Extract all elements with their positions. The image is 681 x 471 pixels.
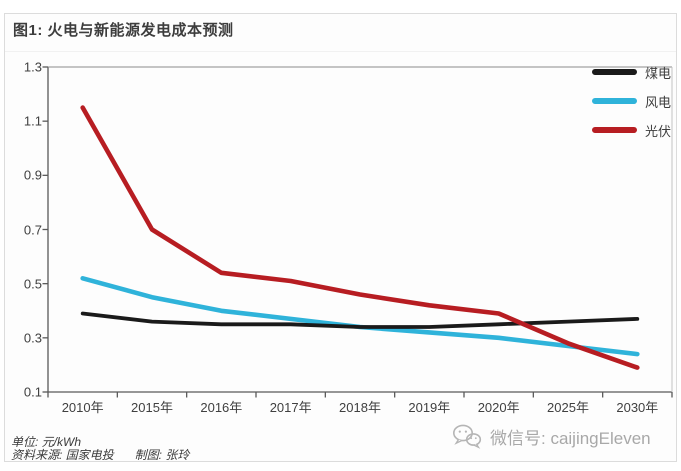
legend-swatch-wind-power (592, 98, 637, 104)
legend-item-solar-pv: 光伏 (592, 122, 672, 139)
series-line-wind-power (80, 275, 640, 357)
x-tick-label: 2015年 (131, 400, 173, 415)
series-line-coal-power (80, 311, 640, 329)
y-tick-label: 1.1 (23, 113, 42, 129)
legend-item-wind-power: 风电 (592, 93, 672, 110)
series-line-solar-pv (80, 105, 640, 370)
wechat-icon (453, 424, 482, 449)
x-tick-label: 2010年 (61, 400, 104, 415)
legend-label: 煤电 (645, 65, 672, 81)
x-tick-label: 2016年 (200, 400, 243, 415)
y-tick-label: 0.3 (23, 330, 42, 346)
x-tick-label: 2030年 (616, 400, 659, 415)
y-tick-label: 0.9 (23, 167, 42, 183)
x-tick-label: 2020年 (477, 400, 520, 415)
y-tick-label: 0.5 (23, 276, 42, 292)
x-tick-label: 2017年 (269, 400, 312, 415)
chart-title: 图1: 火电与新能源发电成本预测 (13, 22, 234, 39)
chart-legend: 煤电 风电 光伏 (592, 64, 672, 139)
x-tick-label: 2019年 (408, 400, 451, 415)
legend-swatch-solar-pv (592, 127, 637, 133)
chart-card (4, 13, 677, 462)
wechat-id-label: 微信号: caijingEleven (490, 429, 651, 448)
wechat-watermark: 微信号: caijingEleven (452, 423, 651, 450)
x-tick-label: 2018年 (339, 400, 381, 415)
legend-swatch-coal-power (592, 69, 637, 75)
y-tick-label: 0.7 (23, 222, 42, 237)
legend-label: 光伏 (645, 123, 672, 139)
credit-label: 制图: 张玲 (134, 448, 190, 462)
source-line: 资料来源: 国家电投 制图: 张玲 (11, 449, 189, 462)
x-tick-label: 2025年 (547, 400, 589, 415)
y-tick-label: 1.3 (23, 59, 42, 75)
y-tick-label: 0.1 (23, 384, 42, 400)
chart-footer: 单位: 元/kWh 资料来源: 国家电投 制图: 张玲 (11, 436, 189, 462)
source-label: 资料来源: 国家电投 (11, 448, 114, 462)
unit-label: 单位: 元/kWh (11, 435, 82, 449)
title-divider (5, 51, 676, 52)
legend-item-coal-power: 煤电 (592, 64, 672, 81)
legend-label: 风电 (645, 94, 672, 110)
